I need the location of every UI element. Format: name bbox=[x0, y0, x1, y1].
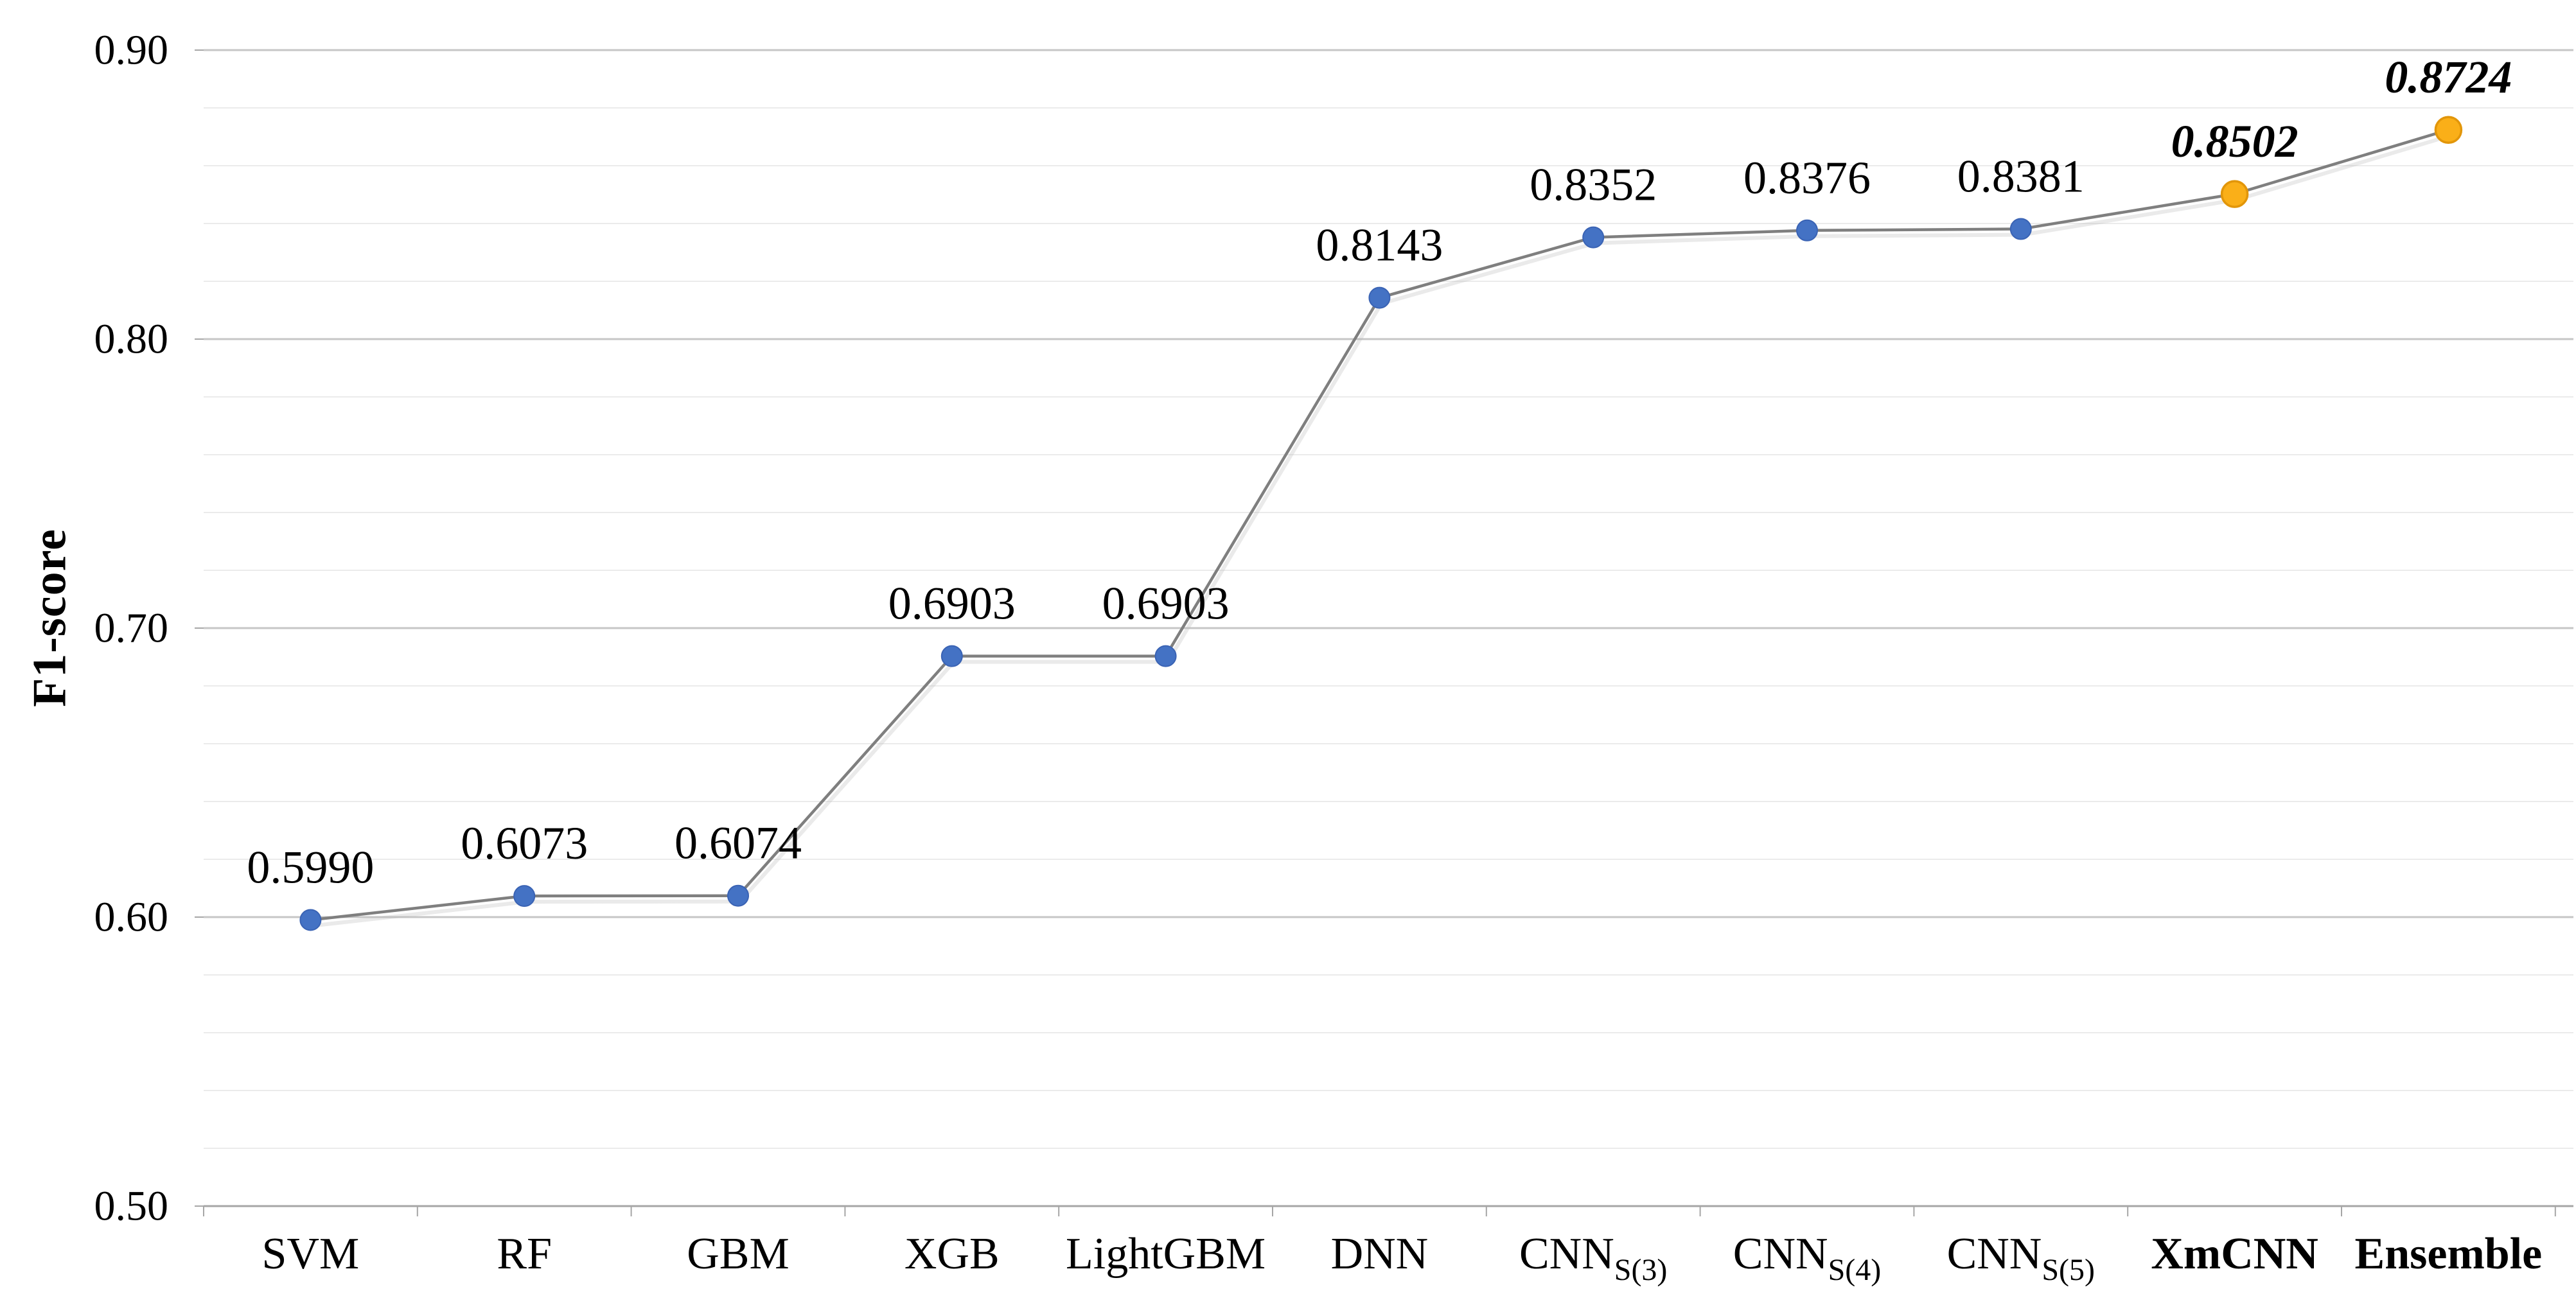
x-category-label: Ensemble bbox=[2355, 1229, 2543, 1279]
y-tick-label: 0.90 bbox=[94, 27, 169, 74]
x-category-label: XmCNN bbox=[2151, 1229, 2318, 1279]
data-point-DNN bbox=[1368, 286, 1391, 309]
data-label: 0.8502 bbox=[2171, 116, 2298, 167]
data-label: 0.8376 bbox=[1743, 152, 1871, 204]
data-point-LightGBM bbox=[1154, 645, 1177, 667]
x-category-label: LightGBM bbox=[1066, 1229, 1266, 1279]
x-category-label: GBM bbox=[687, 1229, 789, 1279]
data-label: 0.8724 bbox=[2385, 51, 2512, 103]
data-label: 0.6073 bbox=[461, 818, 588, 869]
y-tick-label: 0.70 bbox=[94, 605, 169, 652]
x-category-label: CNNS(3) bbox=[1519, 1229, 1667, 1287]
y-tick-label: 0.50 bbox=[94, 1183, 169, 1230]
data-point-Ensemble bbox=[2434, 116, 2463, 144]
data-label: 0.8352 bbox=[1530, 159, 1657, 211]
y-tick-label: 0.80 bbox=[94, 316, 169, 363]
y-tick-label: 0.60 bbox=[94, 894, 169, 941]
data-point-SVM bbox=[299, 909, 322, 931]
data-point-RF bbox=[513, 885, 536, 907]
data-label: 0.8143 bbox=[1316, 220, 1443, 271]
data-point-CNN-S(5) bbox=[2009, 218, 2032, 240]
x-category-label: RF bbox=[497, 1229, 552, 1279]
data-label: 0.5990 bbox=[247, 842, 374, 893]
data-point-XGB bbox=[940, 645, 963, 667]
x-category-label: XGB bbox=[904, 1229, 1000, 1279]
x-category-label: DNN bbox=[1331, 1229, 1429, 1279]
data-point-GBM bbox=[727, 884, 749, 907]
data-label: 0.6074 bbox=[675, 818, 802, 869]
x-category-label: SVM bbox=[262, 1229, 360, 1279]
data-point-CNN-S(3) bbox=[1582, 226, 1605, 249]
data-point-XmCNN bbox=[2220, 180, 2249, 208]
data-label: 0.6903 bbox=[1102, 578, 1230, 629]
data-point-CNN-S(4) bbox=[1796, 219, 1818, 241]
y-axis-title: F1-score bbox=[23, 529, 76, 707]
data-label: 0.6903 bbox=[888, 578, 1016, 629]
data-label: 0.8381 bbox=[1957, 151, 2085, 202]
x-category-label: CNNS(4) bbox=[1733, 1229, 1881, 1287]
x-category-label: CNNS(5) bbox=[1947, 1229, 2095, 1287]
